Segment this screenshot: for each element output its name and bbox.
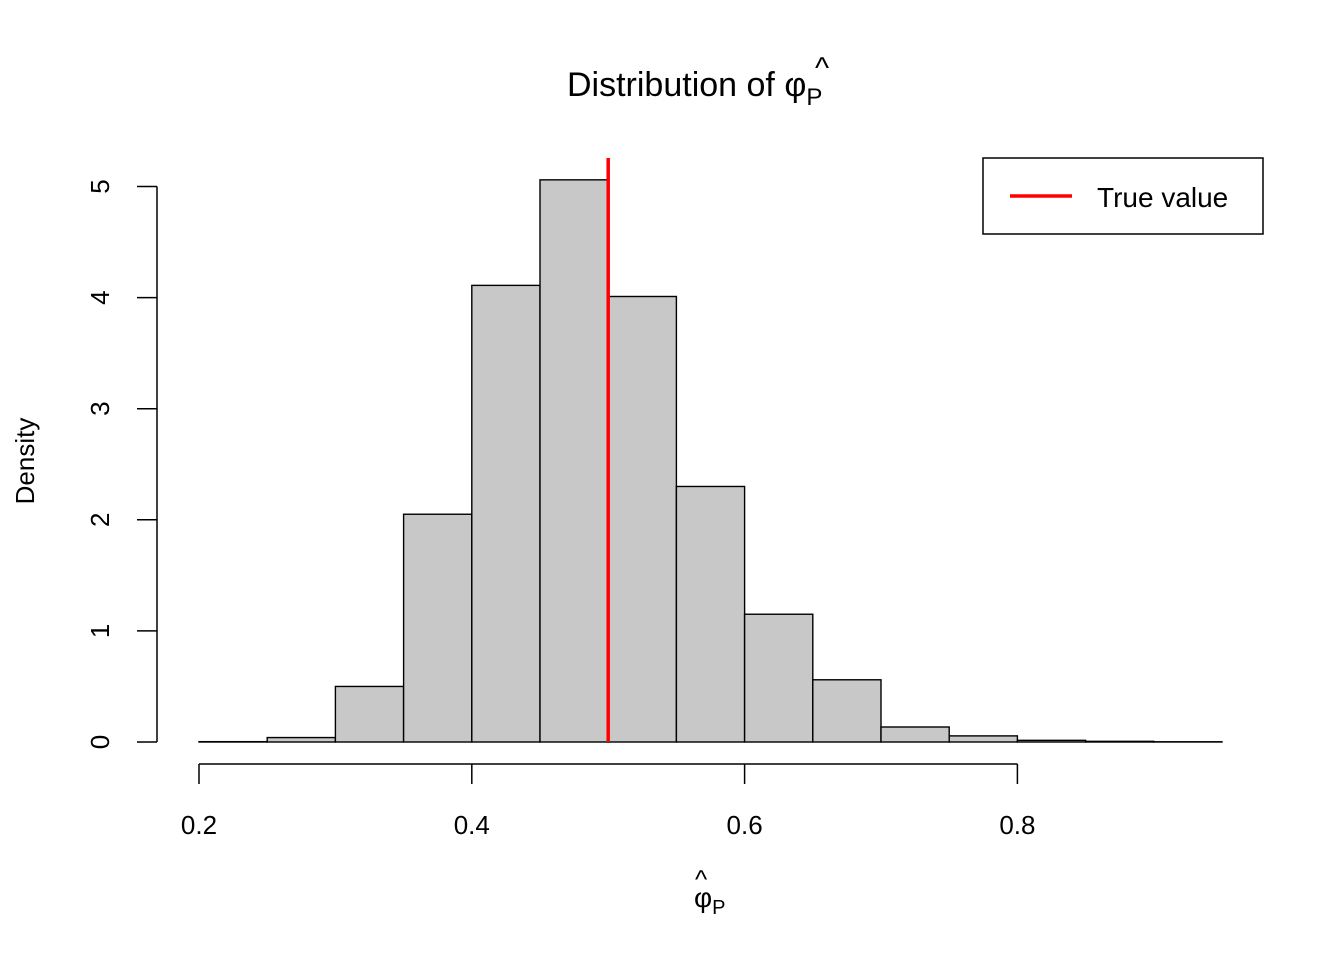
x-axis: 0.2 0.4 0.6 0.8 — [181, 763, 1035, 840]
histogram-bar — [675, 485, 746, 743]
histogram-bar — [948, 735, 1019, 743]
x-tick-label: 0.4 — [454, 810, 490, 840]
y-tick-label: 4 — [85, 290, 115, 304]
histogram-bars — [198, 179, 1223, 743]
histogram-bar — [1016, 739, 1087, 743]
x-tick-label: 0.6 — [727, 810, 763, 840]
y-tick-label: 2 — [85, 513, 115, 527]
y-tick-label: 5 — [85, 179, 115, 193]
chart-title-subscript: P — [806, 84, 822, 111]
x-axis-label-hat: ^ — [695, 864, 708, 894]
x-axis-label: φP ^ — [694, 864, 726, 919]
x-tick-label: 0.8 — [999, 810, 1035, 840]
y-axis: 0 1 2 3 4 5 — [85, 179, 158, 749]
histogram-bar — [266, 736, 337, 743]
histogram-bar — [607, 295, 678, 743]
chart-title: Distribution of φP ^ — [567, 52, 829, 111]
y-tick-label: 1 — [85, 624, 115, 638]
histogram-bar — [743, 613, 814, 743]
y-tick-label: 0 — [85, 735, 115, 749]
y-axis-label: Density — [10, 418, 40, 505]
histogram-bar — [1084, 740, 1155, 743]
histogram-bar — [812, 679, 882, 743]
histogram-bar — [880, 726, 950, 743]
svg-text:Distribution of φP: Distribution of φP — [567, 66, 822, 111]
chart-title-symbol: φ — [784, 66, 806, 104]
histogram-bar — [334, 685, 405, 743]
legend: True value — [982, 157, 1264, 235]
chart-title-prefix: Distribution of — [567, 66, 784, 104]
svg-text:φP: φP — [694, 882, 726, 919]
histogram-bar — [539, 179, 609, 743]
legend-label: True value — [1097, 182, 1228, 213]
x-axis-label-symbol: φ — [694, 882, 712, 913]
chart-title-hat: ^ — [815, 52, 829, 85]
histogram-bar — [402, 513, 473, 743]
x-tick-label: 0.2 — [181, 810, 217, 840]
y-tick-label: 3 — [85, 401, 115, 415]
x-axis-label-subscript: P — [712, 897, 725, 919]
histogram-bar — [471, 284, 541, 743]
